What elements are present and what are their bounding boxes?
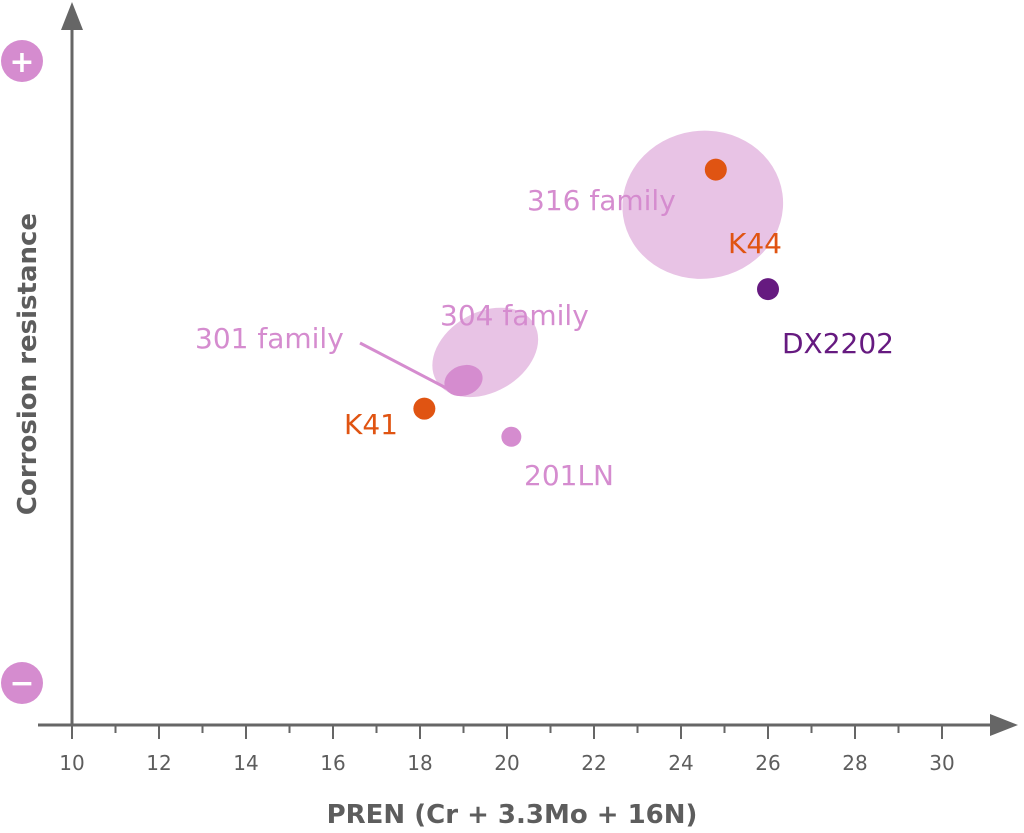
label-dx2202: DX2202 (782, 327, 894, 360)
x-axis-title: PREN (Cr + 3.3Mo + 16N) (327, 800, 698, 830)
x-tick-label: 28 (842, 751, 867, 775)
x-tick-label: 14 (233, 751, 258, 775)
label-k41: K41 (344, 408, 398, 441)
plus-icon: + (9, 45, 34, 80)
point-k41 (413, 397, 436, 420)
minus-marker-circle (1, 662, 43, 704)
x-tick-label: 16 (320, 751, 345, 775)
point-k44 (704, 158, 727, 181)
x-axis-ticks: 10 12 14 16 18 20 22 24 26 28 30 (59, 725, 955, 775)
data-points (413, 158, 779, 447)
x-axis-arrow (990, 714, 1018, 736)
x-tick-label: 12 (146, 751, 171, 775)
x-tick-label: 10 (59, 751, 84, 775)
region-316-family (622, 130, 784, 279)
y-axis-title: Corrosion resistance (13, 213, 43, 515)
x-tick-label: 20 (494, 751, 519, 775)
plus-marker-circle (1, 40, 43, 82)
family-regions (432, 130, 784, 398)
x-tick-label: 26 (755, 751, 780, 775)
label-201ln: 201LN (524, 459, 614, 492)
point-dx2202 (757, 278, 779, 301)
x-tick-label: 30 (929, 751, 954, 775)
axes (38, 2, 1018, 736)
label-301-family: 301 family (195, 322, 344, 355)
leader-line-301-family (359, 341, 451, 392)
x-tick-label: 24 (668, 751, 693, 775)
label-k44: K44 (728, 227, 782, 260)
x-tick-label: 18 (407, 751, 432, 775)
minus-marker: − (1, 662, 43, 704)
minus-icon: − (9, 666, 34, 701)
point-201ln (501, 426, 522, 447)
plus-marker: + (1, 40, 43, 82)
label-316-family: 316 family (527, 184, 676, 217)
region-301-family (444, 364, 483, 397)
y-axis-arrow (61, 2, 83, 30)
x-tick-label: 22 (581, 751, 606, 775)
label-304-family: 304 family (440, 299, 589, 332)
